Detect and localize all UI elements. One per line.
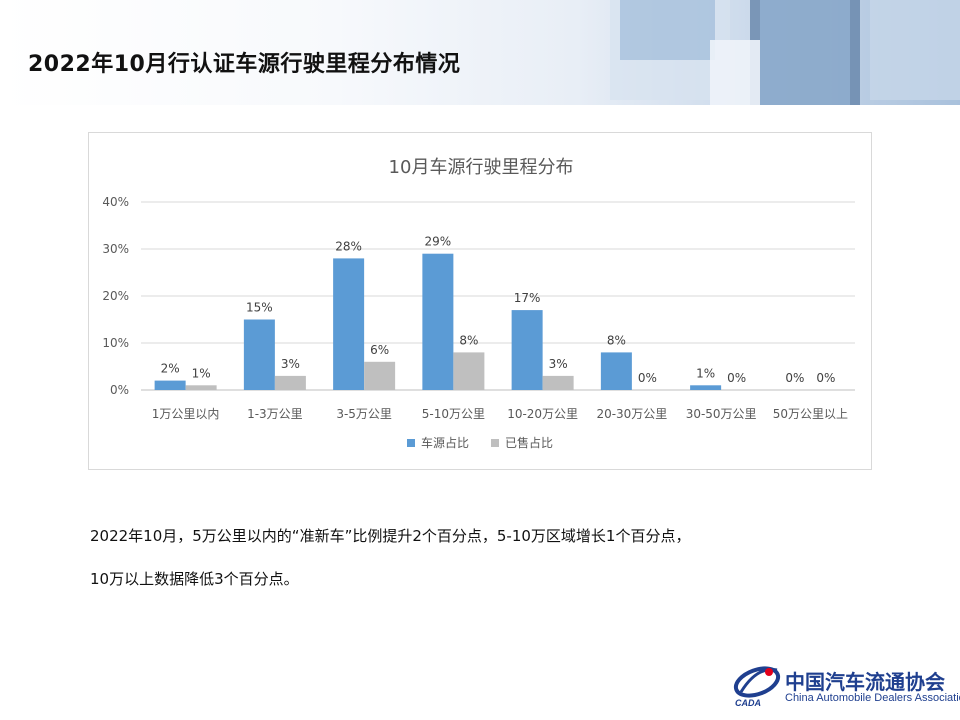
bar-vehicle-share: [243, 319, 275, 390]
data-label: 3%: [281, 357, 300, 371]
data-label: 1%: [696, 366, 715, 380]
legend-label: 车源占比: [421, 435, 469, 450]
x-tick-label: 1-3万公里: [247, 407, 303, 421]
bar-sold-share: [453, 352, 485, 390]
data-label: 28%: [335, 239, 362, 253]
legend-swatch: [407, 439, 415, 447]
data-label: 6%: [370, 343, 389, 357]
data-label: 0%: [816, 371, 835, 385]
logo-english-name: China Automobile Dealers Association: [785, 692, 960, 704]
y-tick-label: 30%: [102, 242, 129, 256]
x-tick-label: 3-5万公里: [336, 407, 392, 421]
cada-logo: CADA 中国汽车流通协会 China Automobile Dealers A…: [733, 660, 960, 710]
bars: [154, 253, 722, 390]
bar-vehicle-share: [600, 352, 632, 390]
data-label: 8%: [607, 333, 626, 347]
legend-label: 已售占比: [505, 435, 553, 450]
description-line-2: 10万以上数据降低3个百分点。: [90, 570, 299, 588]
cada-mark-text: CADA: [735, 698, 761, 708]
bar-sold-share: [542, 375, 574, 390]
data-label: 0%: [727, 371, 746, 385]
data-label: 3%: [549, 357, 568, 371]
x-tick-label: 10-20万公里: [507, 407, 578, 421]
x-tick-label: 1万公里以内: [152, 407, 220, 421]
bar-chart: 10月车源行驶里程分布 2% 1%15%3%28%6%29%8%17%3%8%0%…: [102, 157, 855, 450]
x-tick-label: 30-50万公里: [686, 407, 757, 421]
bar-vehicle-share: [422, 253, 454, 390]
y-tick-label: 20%: [102, 289, 129, 303]
data-label: 2%: [161, 362, 180, 376]
y-tick-label: 10%: [102, 336, 129, 350]
data-label: 15%: [246, 301, 273, 315]
description-line-1: 2022年10月，5万公里以内的“准新车”比例提升2个百分点，5-10万区域增长…: [90, 527, 691, 545]
page-title: 2022年10月行认证车源行驶里程分布情况: [28, 52, 461, 77]
axes: 0% 10% 20% 30% 40% 1万公里以内 1-3万公里 3-5万公里 5-10万公里 1…: [102, 195, 848, 421]
cada-emblem-icon: [733, 666, 781, 698]
legend: 车源占比 已售占比: [407, 435, 553, 450]
data-labels: 2% 1% 15% 3% 28% 6% 29% 8% 17% 3% 8% 0% 1% 0% 0% 0%: [161, 235, 836, 385]
bar-vehicle-share: [333, 258, 365, 390]
y-tick-label: 40%: [102, 195, 129, 209]
logo-chinese-name: 中国汽车流通协会: [785, 670, 945, 694]
chart-title: 10月车源行驶里程分布: [389, 157, 574, 178]
data-label: 0%: [638, 371, 657, 385]
data-label: 0%: [785, 371, 804, 385]
x-tick-label: 5-10万公里: [422, 407, 485, 421]
decorative-cubes-image: [610, 0, 960, 105]
bar-vehicle-share: [690, 385, 722, 390]
data-label: 1%: [192, 366, 211, 380]
x-tick-label: 50万公里以上: [773, 407, 848, 421]
bar-sold-share: [364, 361, 396, 390]
legend-swatch: [491, 439, 499, 447]
bar-vehicle-share: [511, 310, 543, 390]
bar-sold-share: [185, 385, 217, 390]
y-tick-label: 0%: [110, 383, 129, 397]
header-banner: 2022年10月行认证车源行驶里程分布情况: [0, 0, 960, 105]
bar-vehicle-share: [154, 380, 186, 390]
bar-sold-share: [274, 375, 306, 390]
data-label: 8%: [459, 333, 478, 347]
x-tick-label: 20-30万公里: [596, 407, 667, 421]
data-label: 29%: [425, 235, 452, 249]
data-label: 17%: [514, 291, 541, 305]
chart-container: 10月车源行驶里程分布 2% 1% 15% 3% 28% 6% 29% 8% 17% 3% 8% 0%…: [88, 132, 872, 470]
